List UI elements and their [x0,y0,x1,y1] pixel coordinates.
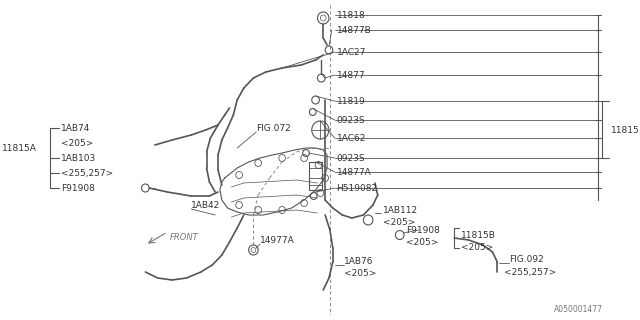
Text: 11815A: 11815A [2,143,36,153]
Text: <205>: <205> [383,218,415,227]
Text: 14977A: 14977A [260,236,295,244]
Text: F91908: F91908 [61,183,95,193]
Text: 11815: 11815 [611,125,640,134]
Text: H519082: H519082 [337,183,378,193]
Text: F91908: F91908 [406,226,440,235]
Text: 1AB103: 1AB103 [61,154,97,163]
Text: <205>: <205> [406,237,439,246]
Text: A050001477: A050001477 [554,305,602,314]
Text: 14877A: 14877A [337,167,371,177]
Text: <255,257>: <255,257> [61,169,113,178]
Text: 1AB76: 1AB76 [344,258,374,267]
Text: FRONT: FRONT [170,233,199,242]
Text: <255,257>: <255,257> [504,268,556,276]
Text: 14877B: 14877B [337,26,371,35]
Text: 0923S: 0923S [337,116,365,124]
Text: 1AB112: 1AB112 [383,205,418,214]
Text: 0923S: 0923S [337,154,365,163]
Text: FIG.092: FIG.092 [509,255,543,265]
Text: 11815B: 11815B [461,230,496,239]
Text: <205>: <205> [344,269,376,278]
Text: 14877: 14877 [337,70,365,79]
Text: 11818: 11818 [337,11,365,20]
Text: 11819: 11819 [337,97,365,106]
Text: <205>: <205> [461,243,493,252]
Bar [309,162,323,190]
Text: FIG.072: FIG.072 [256,124,291,132]
Text: 1AC62: 1AC62 [337,133,366,142]
Text: 1AB74: 1AB74 [61,124,91,132]
Text: 1AB42: 1AB42 [191,201,221,210]
Text: <205>: <205> [61,139,93,148]
Text: 1AC27: 1AC27 [337,47,366,57]
